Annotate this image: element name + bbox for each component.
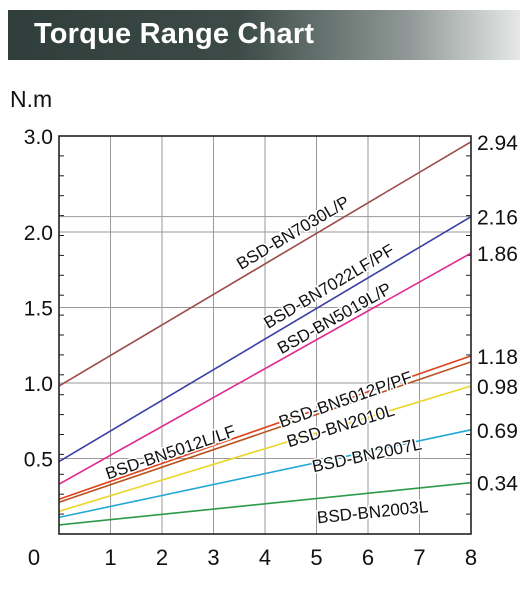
series-line — [58, 141, 472, 387]
series-line — [58, 481, 472, 526]
y-axis-unit: N.m — [10, 86, 53, 112]
x-tick-label: 6 — [362, 545, 374, 570]
y-tick-label: 1.5 — [24, 298, 53, 321]
right-tick-label: 0.69 — [477, 420, 518, 443]
series-line — [58, 355, 472, 501]
plot-frame — [58, 135, 472, 535]
x-tick-label: 7 — [413, 545, 425, 570]
x-tick-label: 5 — [310, 545, 322, 570]
series-line — [58, 429, 472, 519]
x-tick-label: 1 — [104, 545, 116, 570]
right-tick-label: 0.34 — [477, 473, 518, 496]
right-tick-label: 0.98 — [477, 376, 518, 399]
right-tick-label: 1.18 — [477, 346, 518, 369]
chart-title: Torque Range Chart — [34, 18, 315, 50]
y-tick-label: 0.5 — [24, 449, 53, 472]
right-tick-label: 1.86 — [477, 243, 518, 266]
x-tick-label: 8 — [465, 545, 477, 570]
series-line — [58, 361, 472, 504]
series-label: BSD-BN2007L — [310, 434, 423, 476]
series-label: BSD-BN5012L/LF — [103, 422, 238, 484]
x-origin-label: 0 — [28, 545, 40, 570]
title-banner: Torque Range Chart — [8, 10, 520, 60]
y-tick-label: 3.0 — [24, 126, 53, 149]
series-label: BSD-BN7030L/P — [233, 192, 352, 273]
series-label: BSD-BN2003L — [316, 497, 429, 527]
series-line — [58, 252, 472, 485]
right-tick-label: 2.16 — [477, 207, 518, 230]
series-line — [58, 215, 472, 463]
right-tick-label: 2.94 — [477, 132, 518, 155]
y-tick-label: 1.0 — [24, 373, 53, 396]
series-line — [58, 385, 472, 513]
x-tick-label: 4 — [259, 545, 271, 570]
x-tick-label: 3 — [207, 545, 219, 570]
y-tick-label: 2.0 — [24, 222, 53, 245]
x-tick-label: 2 — [156, 545, 168, 570]
